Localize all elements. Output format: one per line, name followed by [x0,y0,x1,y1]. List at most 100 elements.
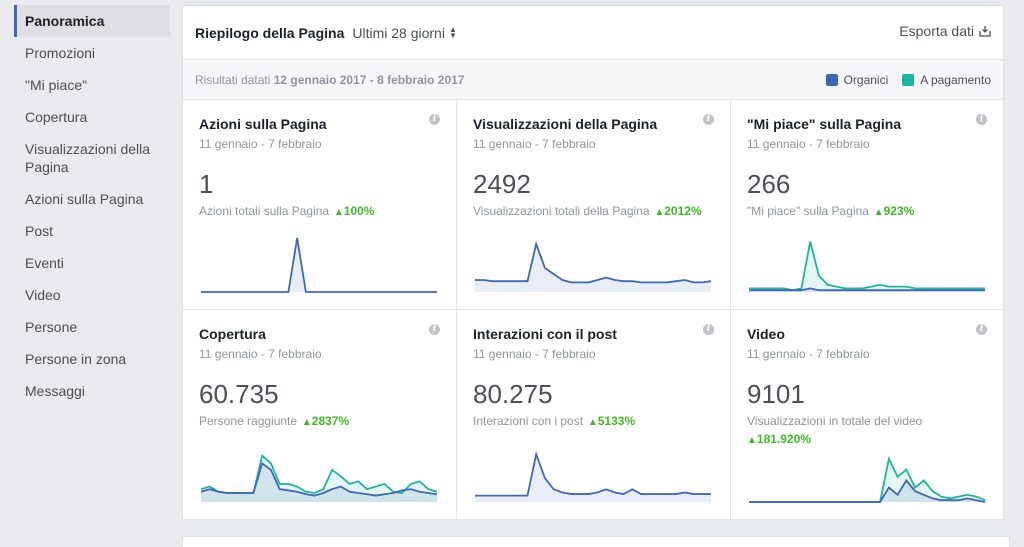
paid-series-line [749,456,986,503]
card-title: Copertura [199,326,266,342]
organic-series-line [201,237,437,293]
metrics-grid: Azioni sulla Pagina i 11 gennaio - 7 febbr… [183,100,1003,520]
sidebar-item-7[interactable]: Eventi [25,255,64,271]
organic-series-line [200,461,438,497]
legend-organic[interactable]: Organici [825,73,889,87]
sidebar-item-4[interactable]: Visualizzazioni della Pagina [25,141,151,175]
sidebar-item-0[interactable]: Panoramica [14,5,170,37]
card-delta: 2012% [664,204,702,218]
up-triangle-icon: ▲ [331,207,344,218]
paid-swatch [902,74,915,86]
results-prefix: Risultati datati [195,72,271,87]
sparkline-chart [749,241,985,292]
download-icon [979,26,991,37]
up-triangle-icon: ▲ [299,417,312,428]
card-subtitle: Visualizzazioni totali della Pagina ▲201… [473,203,714,221]
card-date: 11 gennaio - 7 febbraio [473,347,596,361]
organic-series-area [201,463,437,502]
sparkline-chart [200,454,438,502]
card-title: Video [747,326,785,342]
paid-series-line [200,454,438,494]
card-delta: 100% [343,204,375,218]
card-subtitle: Azioni totali sulla Pagina ▲100% [199,203,440,221]
card-sub-label: Visualizzazioni in totale del video [747,414,923,428]
card-value: 1 [199,169,214,199]
summary-header: Riepilogo della Pagina Ultimi 28 giorni … [183,6,1003,60]
card-value: 2492 [473,169,531,199]
info-icon[interactable]: i [703,114,714,125]
card-date: 11 gennaio - 7 febbraio [747,137,870,151]
info-icon[interactable]: i [976,114,987,125]
sparkline-chart [201,237,437,293]
info-icon[interactable]: i [429,114,440,125]
card-delta: 2837% [311,414,350,428]
sidebar-item-9[interactable]: Persone [25,319,78,335]
legend-paid[interactable]: A pagamento [902,73,991,87]
organic-series-area [475,244,711,292]
card-value: 9101 [747,379,805,409]
organic-series-line [475,240,712,284]
metric-card[interactable]: Interazioni con il post i 11 gennaio - 7 f… [457,310,731,520]
organic-swatch [825,74,838,86]
metric-card[interactable]: Copertura i 11 gennaio - 7 febbraio 60.735 P… [183,310,457,520]
card-sub-label: Persone raggiunte [199,414,298,428]
sidebar-item-2[interactable]: "Mi piace" [25,77,88,93]
sidebar-item-3[interactable]: Copertura [25,109,88,125]
sidebar-item-10[interactable]: Persone in zona [25,351,127,367]
card-title: "Mi piace" sulla Pagina [747,116,902,132]
sidebar-item-11[interactable]: Messaggi [25,383,85,399]
metric-card[interactable]: Azioni sulla Pagina i 11 gennaio - 7 febbr… [183,100,457,310]
info-icon[interactable]: i [976,324,987,335]
card-value: 80.275 [473,379,553,409]
sidebar-item-8[interactable]: Video [25,287,61,303]
paid-series-area [749,241,985,292]
sparkline-chart [749,456,986,503]
paid-series-line [749,241,985,292]
card-title: Interazioni con il post [473,326,617,342]
up-triangle-icon: ▲ [585,417,598,428]
next-section-panel [182,536,1010,547]
card-value: 266 [747,169,791,199]
page-summary-panel: Riepilogo della Pagina Ultimi 28 giorni … [182,5,1004,520]
page-title: Riepilogo della Pagina [195,24,345,41]
up-triangle-icon: ▲ [747,435,757,446]
export-label: Esporta dati [899,23,974,39]
results-bar: Risultati datati 12 gennaio 2017 - 8 feb… [183,60,1003,100]
export-data-button[interactable]: Esporta dati [899,23,991,39]
card-subtitle: Persone raggiunte ▲2837% [199,413,440,431]
card-title: Azioni sulla Pagina [199,116,327,132]
chart-legend: Organici A pagamento [812,73,991,87]
organic-series-line [749,287,985,292]
card-date: 11 gennaio - 7 febbraio [199,347,322,361]
metric-card[interactable]: Video i 11 gennaio - 7 febbraio 9101 Visuali… [731,310,1003,520]
sidebar-item-6[interactable]: Post [25,223,54,239]
date-range-select[interactable]: Ultimi 28 giorni ▲ ▼ [352,25,457,41]
info-icon[interactable]: i [429,324,440,335]
metric-card[interactable]: Visualizzazioni della Pagina i 11 gennaio … [457,100,731,310]
card-sub-label: Interazioni con i post [473,414,584,428]
card-delta: 923% [883,204,915,218]
organic-series-line [475,451,711,497]
card-title: Visualizzazioni della Pagina [473,116,658,132]
sidebar-item-1[interactable]: Promozioni [25,45,96,61]
card-delta: 181.920% [756,432,811,446]
sidebar-nav: Panoramica Promozioni "Mi piace" Copertura V… [14,5,170,407]
card-subtitle: Visualizzazioni in totale del video ▲181… [747,413,987,449]
sparkline-chart [475,451,711,502]
legend-paid-label: A pagamento [920,73,991,87]
results-range: 12 gennaio 2017 - 8 febbraio 2017 [273,72,465,87]
organic-series-area [201,238,437,292]
up-triangle-icon: ▲ [651,207,665,218]
sparkline-chart [475,240,712,292]
legend-organic-label: Organici [843,73,889,87]
sidebar-item-5[interactable]: Azioni sulla Pagina [25,191,144,207]
card-date: 11 gennaio - 7 febbraio [473,137,596,151]
card-sub-label: Azioni totali sulla Pagina [199,204,330,218]
info-icon[interactable]: i [703,324,714,335]
card-date: 11 gennaio - 7 febbraio [199,137,322,151]
card-sub-label: Visualizzazioni totali della Pagina [473,204,650,218]
up-triangle-icon: ▲ [870,207,884,218]
results-range-text: Risultati datati 12 gennaio 2017 - 8 feb… [195,73,464,87]
metric-card[interactable]: "Mi piace" sulla Pagina i 11 gennaio - 7 f… [731,100,1003,310]
card-value: 60.735 [199,379,279,409]
